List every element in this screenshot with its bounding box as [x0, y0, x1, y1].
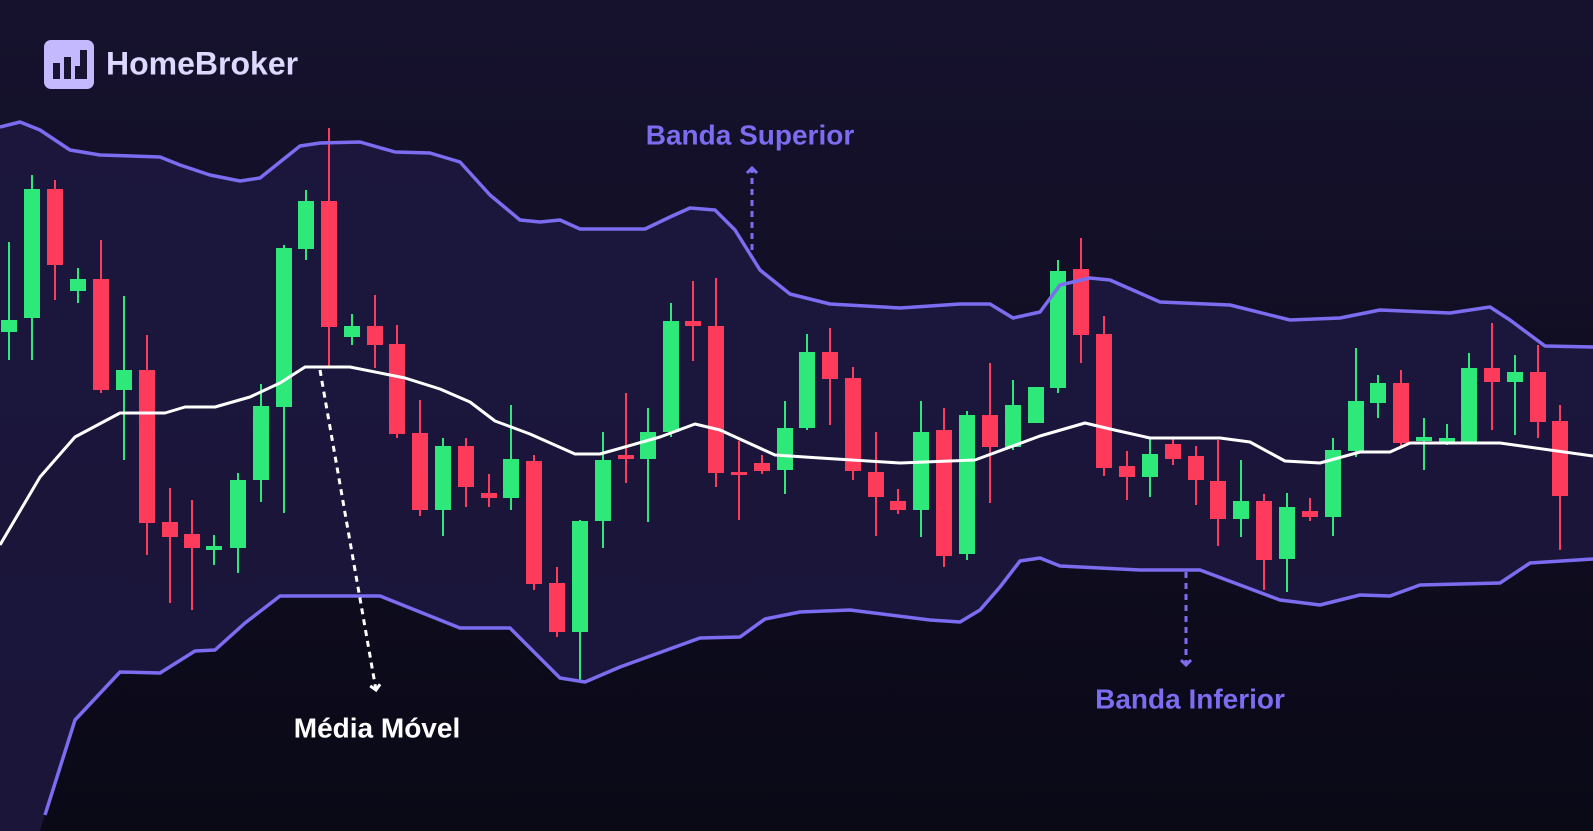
- logo-text: HomeBroker: [106, 45, 298, 81]
- candle-body: [139, 370, 155, 523]
- candle-body: [1119, 466, 1135, 477]
- candle-body: [298, 201, 314, 249]
- candle-body: [526, 461, 542, 584]
- candle-body: [822, 352, 838, 379]
- lower-band: [43, 556, 1593, 816]
- candle-body: [959, 415, 975, 554]
- candle-body: [1439, 438, 1455, 442]
- candle-body: [276, 248, 292, 407]
- logo-bar: [64, 57, 71, 79]
- candle-body: [184, 534, 200, 548]
- candle-body: [708, 326, 724, 473]
- moving-average-label: Média Móvel: [294, 712, 460, 743]
- candle-body: [1484, 368, 1500, 382]
- candle-body: [230, 480, 246, 548]
- candle-body: [640, 432, 656, 459]
- candle-body: [412, 433, 428, 510]
- candle-body: [162, 522, 178, 537]
- candle-body: [1461, 368, 1477, 442]
- candle-body: [1552, 421, 1568, 496]
- candle-body: [663, 321, 679, 432]
- candle-body: [685, 321, 701, 326]
- candle-body: [1188, 456, 1204, 480]
- upper-band: [0, 120, 1593, 349]
- candle-body: [868, 472, 884, 497]
- upper-band-label: Banda Superior: [646, 119, 855, 150]
- candle-body: [777, 428, 793, 470]
- candle-body: [1530, 372, 1546, 422]
- candle-body: [982, 415, 998, 447]
- band-lines: [0, 120, 1593, 816]
- candle-body: [321, 201, 337, 327]
- candle-body: [1096, 334, 1112, 468]
- logo: HomeBroker: [44, 40, 298, 89]
- candle-body: [389, 344, 405, 434]
- candle-body: [458, 446, 474, 487]
- candle-body: [435, 446, 451, 510]
- candle-body: [1, 320, 17, 332]
- candle-body: [1416, 437, 1432, 441]
- candle-body: [1005, 405, 1021, 447]
- candle-body: [572, 521, 588, 632]
- candle-body: [344, 326, 360, 337]
- candle-body: [1142, 454, 1158, 477]
- lower-band-label: Banda Inferior: [1095, 683, 1285, 714]
- candle-body: [1050, 271, 1066, 388]
- candle-body: [1073, 269, 1089, 335]
- candle-body: [1256, 501, 1272, 560]
- candle-body: [595, 460, 611, 521]
- candle-body: [845, 378, 861, 471]
- candle-body: [1279, 507, 1295, 559]
- candle-body: [1210, 481, 1226, 519]
- candles: [1, 128, 1568, 680]
- band-area: [0, 122, 1593, 831]
- logo-bar: [53, 63, 60, 79]
- candle-body: [1348, 401, 1364, 451]
- candle-body: [754, 463, 770, 471]
- candle-body: [799, 352, 815, 428]
- candle-body: [24, 189, 40, 318]
- moving-average: [0, 365, 1593, 546]
- logo-bar: [75, 66, 82, 79]
- candle-body: [890, 501, 906, 510]
- candle-body: [93, 279, 109, 390]
- candle-body: [206, 546, 222, 550]
- candle-body: [481, 493, 497, 498]
- candle-body: [70, 279, 86, 291]
- candle-body: [1233, 501, 1249, 519]
- candle-body: [1393, 383, 1409, 443]
- candle-body: [618, 455, 634, 459]
- candle-body: [1370, 383, 1386, 403]
- candle-body: [913, 432, 929, 510]
- candle-body: [116, 370, 132, 390]
- candle-body: [1165, 444, 1181, 459]
- candle-body: [503, 459, 519, 498]
- candle-body: [936, 430, 952, 556]
- candle-body: [47, 189, 63, 265]
- candle-body: [1302, 511, 1318, 517]
- candle-body: [1507, 372, 1523, 382]
- candle-body: [1325, 450, 1341, 517]
- candle-body: [367, 326, 383, 345]
- band-fill: [0, 122, 1593, 831]
- candle-body: [1028, 387, 1044, 423]
- candle-body: [549, 583, 565, 632]
- candle-body: [731, 472, 747, 475]
- logo-bar: [80, 50, 87, 79]
- candle-body: [253, 406, 269, 480]
